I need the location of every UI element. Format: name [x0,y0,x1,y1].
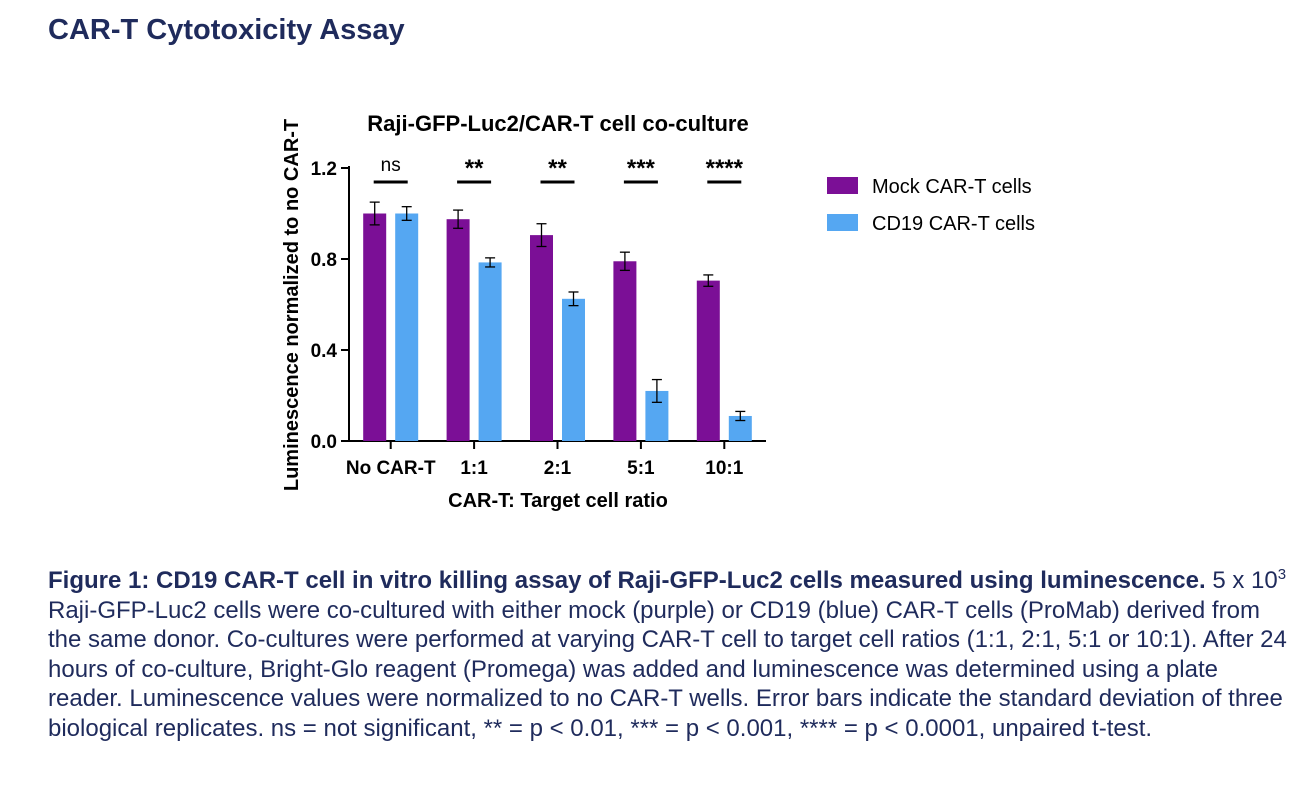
bar-mock [446,219,470,441]
bar-mock [363,213,387,441]
legend-label-mock: Mock CAR-T cells [872,176,1032,198]
caption-text-start: 5 x 10 [1205,567,1278,594]
chart-title: Raji-GFP-Luc2/CAR-T cell co-culture [367,111,748,136]
significance-label: ** [548,155,567,182]
legend-label-cd19: CD19 CAR-T cells [872,213,1035,235]
bar-cd19 [562,298,585,441]
legend-swatch-mock [827,177,858,194]
bar-cd19 [728,415,752,441]
caption-superscript: 3 [1277,566,1287,583]
x-axis-label: CAR-T: Target cell ratio [448,490,668,512]
x-tick-label: 5:1 [627,458,655,479]
significance-label: **** [706,155,744,182]
page-title: CAR-T Cytotoxicity Assay [48,14,405,46]
bar-cd19 [395,213,419,441]
y-tick-label: 1.2 [311,159,337,180]
y-tick-label: 0.0 [311,432,337,453]
caption-lead: Figure 1: CD19 CAR-T cell in vitro killi… [48,567,1206,594]
bar-mock [696,280,720,441]
bar-cd19 [478,262,502,441]
y-axis-label: Luminescence normalized to no CAR-T [281,119,303,491]
x-tick-label: 1:1 [460,458,488,479]
x-tick-label: 2:1 [544,458,572,479]
legend-swatch-cd19 [827,214,858,231]
x-tick-label: 10:1 [705,458,743,479]
bar-chart: Raji-GFP-Luc2/CAR-T cell co-culture Lumi… [281,111,1035,512]
y-tick-label: 0.4 [311,341,338,362]
caption-text-rest: Raji-GFP-Luc2 cells were co-cultured wit… [48,596,1287,742]
x-tick-label: No CAR-T [346,458,436,479]
significance-label: ns [381,155,401,176]
significance-label: ** [465,155,484,182]
significance-label: *** [627,155,656,182]
y-tick-label: 0.8 [311,250,337,271]
bar-cd19 [645,390,669,441]
bar-mock [530,235,553,441]
figure-caption: Figure 1: CD19 CAR-T cell in vitro killi… [48,560,1288,743]
bar-mock [613,261,637,441]
